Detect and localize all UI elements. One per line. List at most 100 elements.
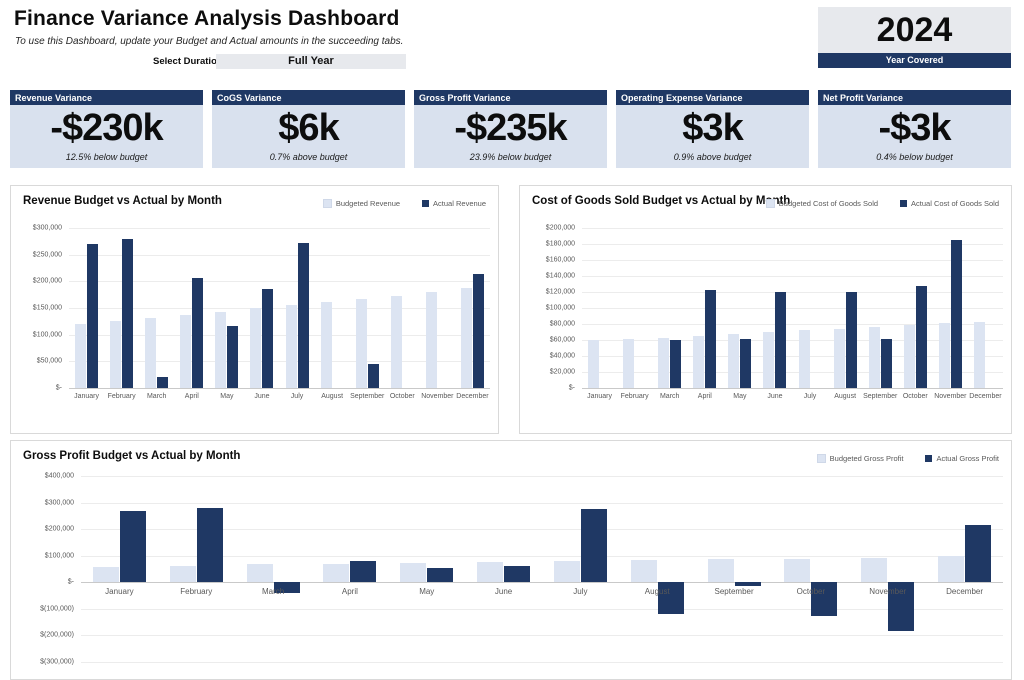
gridline xyxy=(69,228,490,229)
bar-budget xyxy=(460,287,472,388)
bar-actual xyxy=(262,289,274,388)
bar-actual xyxy=(87,244,99,388)
actual-swatch-icon xyxy=(900,200,908,207)
duration-select[interactable]: Full Year xyxy=(216,54,406,69)
kpi-card-revenue-variance: Revenue Variance -$230k 12.5% below budg… xyxy=(10,90,203,168)
duration-label: Select Duration: xyxy=(153,56,226,67)
kpi-card-net-profit-variance: Net Profit Variance -$3k 0.4% below budg… xyxy=(818,90,1011,168)
x-axis-month-label: June xyxy=(767,393,783,400)
chart-legend: Budgeted Cost of Goods Sold Actual Cost … xyxy=(765,199,999,208)
y-axis-tick-label: $150,000 xyxy=(32,304,62,312)
bar-actual xyxy=(504,565,531,583)
actual-swatch-icon xyxy=(925,455,933,462)
gridline xyxy=(582,340,1003,341)
kpi-note: 0.9% above budget xyxy=(673,152,752,162)
bar-budget xyxy=(693,336,705,388)
budget-swatch-icon xyxy=(816,454,826,463)
y-axis-tick-label: $300,000 xyxy=(44,499,74,507)
kpi-card-operating-expense-variance: Operating Expense Variance $3k 0.9% abov… xyxy=(616,90,809,168)
x-axis-month-label: July xyxy=(290,393,304,400)
bar-actual xyxy=(950,240,962,388)
bar-budget xyxy=(623,338,635,388)
kpi-note: 0.7% above budget xyxy=(269,152,348,162)
legend-item-budget: Budgeted Revenue xyxy=(322,199,400,208)
gridline xyxy=(69,334,490,336)
kpi-note: 12.5% below budget xyxy=(65,152,148,162)
bar-budget xyxy=(630,560,657,583)
bar-actual xyxy=(670,340,682,388)
x-axis-month-label: November xyxy=(934,393,967,400)
kpi-card-gross-profit-variance: Gross Profit Variance -$235k 23.9% below… xyxy=(414,90,607,168)
x-axis-month-label: March xyxy=(659,393,680,400)
x-axis-month-label: January xyxy=(105,587,134,597)
bar-budget xyxy=(92,567,119,583)
bar-budget xyxy=(400,563,427,583)
x-axis-month-label: May xyxy=(733,393,747,400)
bar-budget xyxy=(553,561,580,583)
bar-actual xyxy=(227,325,239,388)
x-axis-month-label: July xyxy=(573,587,588,597)
bar-actual xyxy=(845,292,857,388)
bar-actual xyxy=(472,274,484,388)
x-axis-month-label: February xyxy=(180,587,213,597)
gridline xyxy=(582,292,1003,293)
bar-budget xyxy=(180,314,192,388)
bar-budget xyxy=(784,558,811,583)
bar-actual xyxy=(657,582,684,614)
bar-actual xyxy=(157,377,169,388)
gridline xyxy=(582,356,1003,357)
bar-budget xyxy=(588,340,600,388)
bar-actual xyxy=(965,525,992,583)
x-axis-month-label: April xyxy=(341,587,358,597)
plot-area: $300,000 $250,000 $200,000 $150,000 $100,000… xyxy=(33,225,490,400)
x-axis-month-label: October xyxy=(796,587,826,597)
x-axis-month-label: November xyxy=(869,587,907,597)
bar-budget xyxy=(355,298,367,388)
x-axis-month-label: December xyxy=(456,393,489,400)
bar-actual xyxy=(915,286,927,388)
gridline xyxy=(69,254,490,256)
y-axis-tick-label: $40,000 xyxy=(549,352,575,360)
bar-budget xyxy=(903,324,915,388)
y-axis-tick-label: $- xyxy=(67,578,74,586)
revenue-chart-panel: Revenue Budget vs Actual by Month Budget… xyxy=(10,185,499,434)
legend-label: Actual Cost of Goods Sold xyxy=(911,199,999,208)
y-axis-tick-label: $140,000 xyxy=(545,272,575,280)
gridline xyxy=(81,476,1003,477)
gridline xyxy=(582,260,1003,261)
bar-budget xyxy=(938,323,950,388)
budget-swatch-icon xyxy=(322,199,332,208)
legend-label: Budgeted Gross Profit xyxy=(829,454,904,463)
x-axis-month-label: June xyxy=(254,393,270,400)
bar-actual xyxy=(297,242,309,388)
kpi-title: Operating Expense Variance xyxy=(616,90,809,105)
chart-title: Cost of Goods Sold Budget vs Actual by M… xyxy=(532,195,791,207)
kpi-value: -$230k xyxy=(50,107,163,149)
bar-budget xyxy=(285,304,297,388)
kpi-card-cogs-variance: CoGS Variance $6k 0.7% above budget xyxy=(212,90,405,168)
legend-label: Actual Gross Profit xyxy=(936,454,999,463)
gridline xyxy=(582,244,1003,245)
x-axis-month-label: September xyxy=(714,587,754,597)
y-axis-tick-label: $200,000 xyxy=(44,525,74,533)
x-axis-month-label: November xyxy=(421,393,454,400)
x-axis-month-label: June xyxy=(494,587,513,597)
x-axis-month-label: August xyxy=(834,393,857,400)
gridline xyxy=(81,582,1003,584)
bar-actual xyxy=(811,582,838,616)
gridline xyxy=(582,324,1003,325)
bar-budget xyxy=(215,311,227,388)
y-axis-tick-label: $50,000 xyxy=(36,357,62,365)
bar-budget xyxy=(320,301,332,388)
x-axis-month-label: January xyxy=(74,393,99,400)
bar-actual xyxy=(880,339,892,388)
y-axis-tick-label: $300,000 xyxy=(32,224,62,232)
kpi-note: 23.9% below budget xyxy=(469,152,552,162)
kpi-title: Revenue Variance xyxy=(10,90,203,105)
bar-budget xyxy=(707,559,734,583)
year-caption: Year Covered xyxy=(818,53,1011,68)
y-axis-tick-label: $250,000 xyxy=(32,251,62,259)
bar-budget xyxy=(973,322,985,388)
bar-actual xyxy=(427,568,454,583)
x-axis-month-label: May xyxy=(220,393,234,400)
